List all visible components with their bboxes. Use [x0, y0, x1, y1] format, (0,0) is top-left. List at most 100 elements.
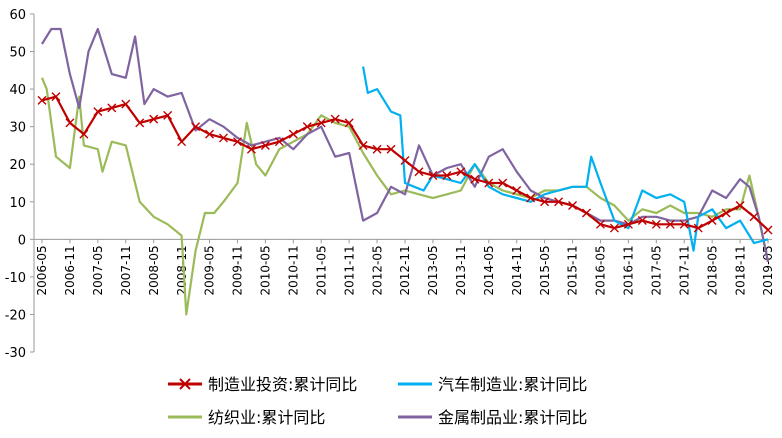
x-tick-label: 2010-11	[287, 245, 301, 295]
data-point-marker	[344, 118, 354, 128]
y-tick-label: 10	[9, 196, 26, 211]
data-point-marker	[568, 201, 578, 211]
data-point-marker	[316, 118, 326, 128]
data-point-marker	[707, 216, 717, 226]
x-tick-label: 2018-11	[733, 245, 747, 295]
data-point-marker	[526, 193, 536, 203]
data-point-marker	[372, 144, 382, 154]
data-point-marker	[498, 178, 508, 188]
x-tick-label: 2016-05	[594, 245, 608, 295]
legend-label: 金属制品业:累计同比	[438, 408, 587, 427]
legend-label: 制造业投资:累计同比	[208, 375, 357, 394]
y-tick-label: -20	[5, 308, 26, 323]
x-tick-label: 2007-11	[119, 245, 133, 295]
data-point-marker	[637, 216, 647, 226]
series-line	[41, 27, 770, 263]
data-point-marker	[302, 122, 312, 132]
data-point-marker	[107, 103, 117, 113]
y-tick-label: -30	[5, 346, 26, 361]
x-tick-label: 2015-05	[538, 245, 552, 295]
data-point-marker	[428, 170, 438, 180]
legend-marker	[179, 378, 191, 390]
data-point-marker	[484, 178, 494, 188]
y-tick-label: 30	[9, 121, 26, 136]
data-point-marker	[163, 110, 173, 120]
data-point-marker	[232, 137, 242, 147]
x-tick-label: 2013-05	[426, 245, 440, 295]
y-tick-label: 60	[9, 8, 26, 23]
y-tick-label: 50	[9, 46, 26, 61]
data-point-marker	[456, 167, 466, 177]
series-line	[40, 77, 770, 316]
x-tick-label: 2015-11	[566, 245, 580, 295]
axes: -30 -20 -10 0 10 20 30 40 50 60 2006-05 2006-11 2007…	[5, 8, 775, 361]
data-point-marker	[219, 133, 228, 143]
data-point-marker	[609, 223, 619, 233]
data-point-marker	[512, 186, 522, 196]
data-point-marker	[665, 219, 675, 229]
data-point-marker	[679, 219, 689, 229]
data-point-marker	[177, 137, 187, 147]
data-point-marker	[442, 170, 452, 180]
data-point-marker	[121, 99, 131, 109]
data-point-marker	[51, 92, 61, 102]
data-point-marker	[79, 129, 89, 139]
x-tick-label: 2018-05	[705, 245, 719, 295]
data-point-marker	[693, 223, 703, 233]
x-tick-label: 2017-05	[650, 245, 664, 295]
data-point-marker	[595, 219, 605, 229]
legend-label: 汽车制造业:累计同比	[438, 375, 587, 394]
data-point-marker	[721, 208, 731, 218]
x-tick-label: 2008-05	[147, 245, 161, 295]
x-tick-label: 2013-11	[454, 245, 468, 295]
x-tick-label: 2010-05	[259, 245, 273, 295]
x-tick-label: 2014-11	[510, 245, 524, 295]
x-tick-label: 2007-05	[91, 245, 105, 295]
data-point-marker	[246, 144, 256, 154]
series-layer	[37, 27, 773, 316]
data-point-marker	[540, 197, 550, 207]
y-tick-label: 0	[18, 233, 26, 248]
x-tick-label: 2009-05	[203, 245, 217, 295]
x-tick-label: 2012-05	[370, 245, 384, 295]
data-point-marker	[735, 201, 745, 211]
data-point-marker	[623, 219, 633, 229]
data-point-marker	[582, 208, 591, 218]
data-point-marker	[135, 118, 145, 128]
x-tick-label: 2011-11	[342, 245, 356, 295]
x-tick-label: 2006-05	[35, 245, 49, 295]
data-point-marker	[205, 129, 215, 139]
legend-label: 纺织业:累计同比	[208, 408, 325, 427]
data-point-marker	[260, 140, 270, 150]
data-point-marker	[330, 114, 340, 124]
data-point-marker	[763, 225, 773, 235]
data-point-marker	[149, 114, 159, 124]
x-tick-label: 2016-11	[622, 245, 636, 295]
data-point-marker	[288, 129, 298, 139]
x-tick-label: 2017-11	[677, 245, 691, 295]
data-point-marker	[65, 118, 75, 128]
x-tick-label: 2014-05	[482, 245, 496, 295]
y-tick-label: 20	[9, 158, 26, 173]
x-tick-label: 2019-05	[761, 245, 775, 295]
y-tick-label: -10	[5, 271, 26, 286]
data-point-marker	[554, 197, 564, 207]
data-point-marker	[651, 219, 661, 229]
data-point-marker	[386, 144, 396, 154]
x-tick-label: 2006-11	[63, 245, 77, 295]
data-point-marker	[749, 212, 759, 222]
data-point-marker	[358, 140, 368, 150]
x-tick-label: 2011-05	[314, 245, 328, 295]
x-tick-label: 2012-11	[398, 245, 412, 295]
data-point-marker	[191, 122, 201, 132]
data-point-marker	[414, 167, 424, 177]
data-point-marker	[274, 137, 284, 147]
data-point-marker	[93, 107, 103, 117]
series-line	[362, 66, 769, 252]
data-point-marker	[400, 155, 410, 165]
data-point-marker	[470, 174, 480, 184]
data-point-marker	[37, 95, 47, 105]
